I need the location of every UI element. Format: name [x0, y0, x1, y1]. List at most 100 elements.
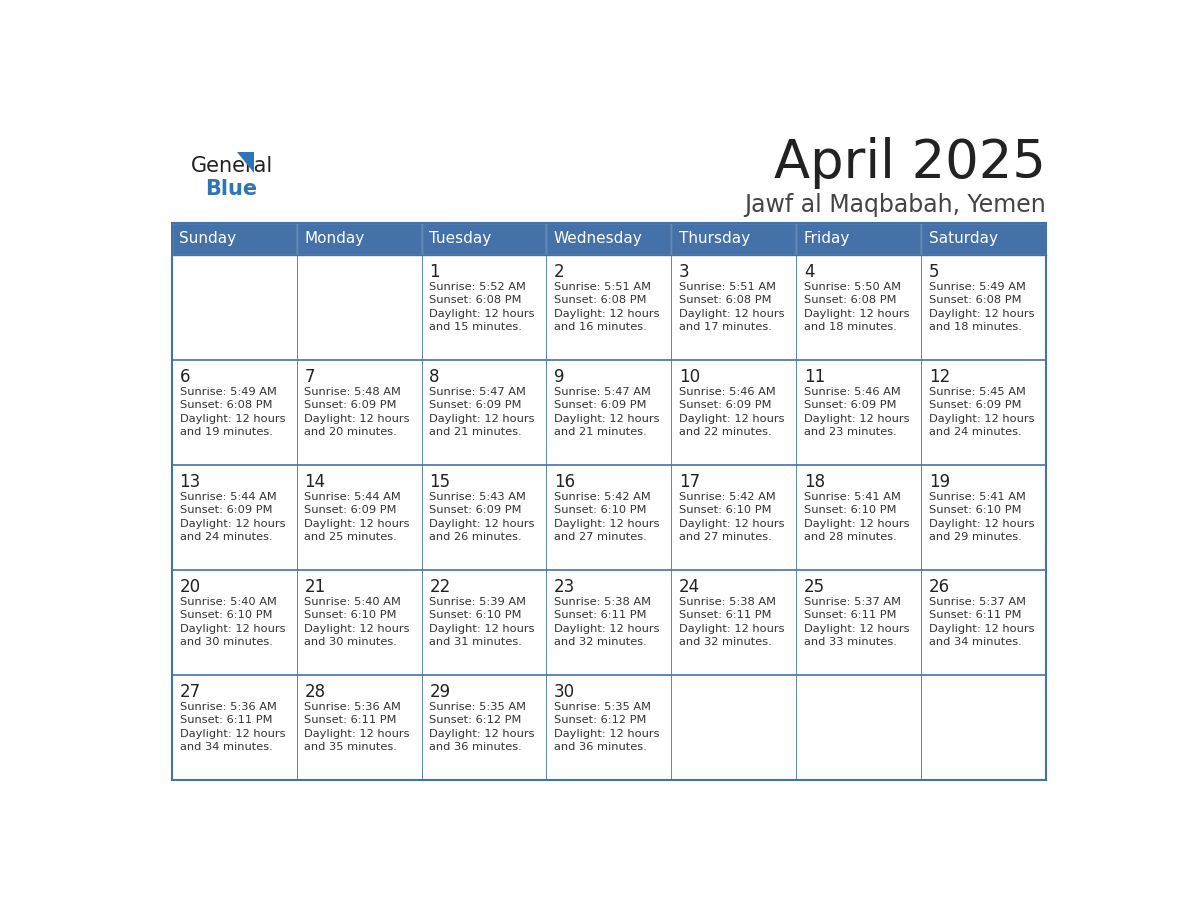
Text: Daylight: 12 hours: Daylight: 12 hours	[179, 414, 285, 424]
Text: and 20 minutes.: and 20 minutes.	[304, 427, 397, 437]
Bar	[297, 360, 422, 465]
Bar	[671, 222, 796, 255]
Text: Sunset: 6:09 PM: Sunset: 6:09 PM	[804, 400, 897, 410]
Text: 26: 26	[929, 577, 950, 596]
Text: Sunrise: 5:41 AM: Sunrise: 5:41 AM	[929, 492, 1025, 502]
Text: and 21 minutes.: and 21 minutes.	[429, 427, 522, 437]
Text: Daylight: 12 hours: Daylight: 12 hours	[429, 729, 535, 739]
Bar	[671, 360, 796, 465]
Bar	[796, 222, 921, 255]
Text: and 27 minutes.: and 27 minutes.	[680, 532, 772, 543]
Text: 19: 19	[929, 473, 950, 491]
Text: 21: 21	[304, 577, 326, 596]
Text: Sunrise: 5:38 AM: Sunrise: 5:38 AM	[554, 597, 651, 607]
Bar	[172, 255, 297, 360]
Bar	[796, 675, 921, 780]
Text: Sunrise: 5:48 AM: Sunrise: 5:48 AM	[304, 386, 402, 397]
Bar	[546, 465, 671, 570]
Text: Sunrise: 5:45 AM: Sunrise: 5:45 AM	[929, 386, 1025, 397]
Text: 22: 22	[429, 577, 450, 596]
Bar	[921, 255, 1045, 360]
Bar	[422, 465, 546, 570]
Text: Sunset: 6:09 PM: Sunset: 6:09 PM	[429, 506, 522, 515]
Text: Sunrise: 5:47 AM: Sunrise: 5:47 AM	[554, 386, 651, 397]
Text: and 36 minutes.: and 36 minutes.	[429, 743, 522, 753]
Text: Sunset: 6:09 PM: Sunset: 6:09 PM	[554, 400, 646, 410]
Text: 30: 30	[554, 683, 575, 700]
Text: Daylight: 12 hours: Daylight: 12 hours	[179, 729, 285, 739]
Text: Sunrise: 5:35 AM: Sunrise: 5:35 AM	[429, 702, 526, 712]
Text: Daylight: 12 hours: Daylight: 12 hours	[304, 624, 410, 634]
Bar	[546, 222, 671, 255]
Text: Sunrise: 5:47 AM: Sunrise: 5:47 AM	[429, 386, 526, 397]
Text: and 34 minutes.: and 34 minutes.	[929, 637, 1022, 647]
Text: and 25 minutes.: and 25 minutes.	[304, 532, 397, 543]
Bar	[796, 255, 921, 360]
Bar	[796, 570, 921, 675]
Bar	[297, 570, 422, 675]
Text: Daylight: 12 hours: Daylight: 12 hours	[929, 308, 1035, 319]
Bar	[796, 465, 921, 570]
Bar	[297, 675, 422, 780]
Text: Daylight: 12 hours: Daylight: 12 hours	[680, 414, 784, 424]
Text: Sunset: 6:09 PM: Sunset: 6:09 PM	[304, 506, 397, 515]
Text: Sunset: 6:10 PM: Sunset: 6:10 PM	[304, 610, 397, 621]
Text: Sunset: 6:09 PM: Sunset: 6:09 PM	[429, 400, 522, 410]
Text: Sunset: 6:08 PM: Sunset: 6:08 PM	[929, 296, 1022, 306]
Bar	[921, 570, 1045, 675]
Text: and 36 minutes.: and 36 minutes.	[554, 743, 647, 753]
Text: and 33 minutes.: and 33 minutes.	[804, 637, 897, 647]
Bar	[546, 570, 671, 675]
Text: and 24 minutes.: and 24 minutes.	[179, 532, 272, 543]
Polygon shape	[238, 151, 254, 174]
Text: Sunrise: 5:40 AM: Sunrise: 5:40 AM	[304, 597, 402, 607]
Text: and 19 minutes.: and 19 minutes.	[179, 427, 272, 437]
Bar	[422, 570, 546, 675]
Text: Sunset: 6:08 PM: Sunset: 6:08 PM	[680, 296, 771, 306]
Text: Sunrise: 5:51 AM: Sunrise: 5:51 AM	[554, 282, 651, 292]
Text: 15: 15	[429, 473, 450, 491]
Text: Daylight: 12 hours: Daylight: 12 hours	[680, 519, 784, 529]
Text: 20: 20	[179, 577, 201, 596]
Text: Daylight: 12 hours: Daylight: 12 hours	[554, 729, 659, 739]
Text: Daylight: 12 hours: Daylight: 12 hours	[179, 519, 285, 529]
Text: Daylight: 12 hours: Daylight: 12 hours	[304, 729, 410, 739]
Text: Sunrise: 5:42 AM: Sunrise: 5:42 AM	[554, 492, 651, 502]
Text: Sunrise: 5:46 AM: Sunrise: 5:46 AM	[680, 386, 776, 397]
Text: and 21 minutes.: and 21 minutes.	[554, 427, 647, 437]
Text: Sunset: 6:10 PM: Sunset: 6:10 PM	[680, 506, 771, 515]
Text: General: General	[191, 155, 273, 175]
Text: Sunrise: 5:41 AM: Sunrise: 5:41 AM	[804, 492, 901, 502]
Text: Daylight: 12 hours: Daylight: 12 hours	[429, 308, 535, 319]
Text: and 16 minutes.: and 16 minutes.	[554, 322, 647, 332]
Text: Sunset: 6:12 PM: Sunset: 6:12 PM	[429, 715, 522, 725]
Text: Daylight: 12 hours: Daylight: 12 hours	[554, 414, 659, 424]
Text: Wednesday: Wednesday	[554, 231, 643, 246]
Text: and 29 minutes.: and 29 minutes.	[929, 532, 1022, 543]
Text: Friday: Friday	[803, 231, 851, 246]
Text: Daylight: 12 hours: Daylight: 12 hours	[804, 519, 910, 529]
Bar	[796, 360, 921, 465]
Text: Sunset: 6:08 PM: Sunset: 6:08 PM	[554, 296, 646, 306]
Text: 8: 8	[429, 367, 440, 386]
Bar	[172, 360, 297, 465]
Text: Daylight: 12 hours: Daylight: 12 hours	[429, 519, 535, 529]
Bar	[546, 360, 671, 465]
Text: April 2025: April 2025	[775, 137, 1045, 189]
Text: Daylight: 12 hours: Daylight: 12 hours	[680, 624, 784, 634]
Text: Daylight: 12 hours: Daylight: 12 hours	[680, 308, 784, 319]
Text: and 30 minutes.: and 30 minutes.	[179, 637, 272, 647]
Bar	[422, 360, 546, 465]
Text: Sunrise: 5:36 AM: Sunrise: 5:36 AM	[179, 702, 277, 712]
Bar	[297, 465, 422, 570]
Text: Sunrise: 5:42 AM: Sunrise: 5:42 AM	[680, 492, 776, 502]
Text: and 32 minutes.: and 32 minutes.	[554, 637, 647, 647]
Text: Sunrise: 5:50 AM: Sunrise: 5:50 AM	[804, 282, 901, 292]
Text: 17: 17	[680, 473, 700, 491]
Text: Sunrise: 5:52 AM: Sunrise: 5:52 AM	[429, 282, 526, 292]
Text: 11: 11	[804, 367, 826, 386]
Bar	[546, 255, 671, 360]
Text: Daylight: 12 hours: Daylight: 12 hours	[929, 624, 1035, 634]
Text: Sunset: 6:11 PM: Sunset: 6:11 PM	[929, 610, 1022, 621]
Text: Sunrise: 5:51 AM: Sunrise: 5:51 AM	[680, 282, 776, 292]
